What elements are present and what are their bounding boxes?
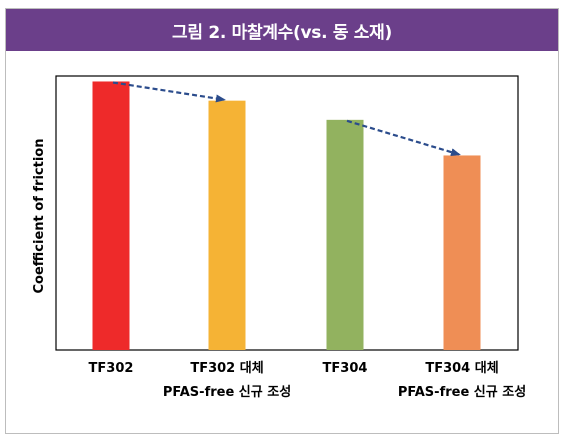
bar-3 bbox=[326, 119, 364, 350]
plot-area: TF302 TF302 대체 TF304 TF304 대체 PFAS-free 신규 조… bbox=[55, 75, 526, 400]
figure-title: 그림 2. 마찰계수(vs. 동 소재) bbox=[172, 22, 392, 43]
trend-arrow-2 bbox=[346, 119, 461, 156]
y-axis-title: Coefficient of friction bbox=[32, 139, 47, 294]
annotation-label-1: PFAS-free 신규 조성 bbox=[163, 385, 291, 400]
x-tick-label-3: TF304 bbox=[323, 361, 368, 376]
figure-header: 그림 2. 마찰계수(vs. 동 소재) bbox=[6, 9, 558, 51]
bar-4 bbox=[443, 155, 481, 350]
trend-arrow-1 bbox=[112, 81, 226, 103]
plot-border bbox=[55, 75, 519, 351]
x-tick-label-1: TF302 bbox=[89, 361, 134, 376]
bar-2 bbox=[208, 100, 246, 350]
x-tick-label-4: TF304 대체 bbox=[425, 361, 498, 376]
x-tick-label-2: TF302 대체 bbox=[190, 361, 263, 376]
bar-1 bbox=[92, 81, 130, 350]
annotation-label-2: PFAS-free 신규 조성 bbox=[398, 385, 526, 400]
